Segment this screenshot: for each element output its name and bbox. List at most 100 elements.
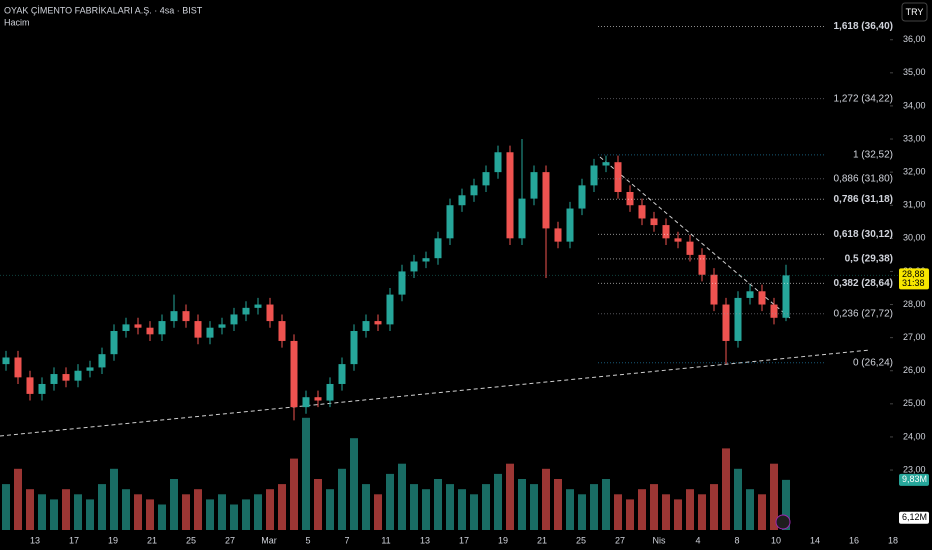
candle-body [266, 304, 274, 322]
candle-body [170, 311, 178, 322]
volume-bar [782, 479, 790, 530]
volume-bar [542, 468, 550, 530]
candle-body [422, 258, 430, 262]
volume-ma-badge [899, 511, 929, 524]
volume-bar [374, 494, 382, 530]
volume-bar [26, 489, 34, 530]
volume-bar [734, 468, 742, 530]
fib-level-label: 0,5 (29,38) [845, 253, 893, 264]
volume-bar [482, 484, 490, 530]
x-tick-label: 17 [459, 535, 469, 545]
volume-ma-label: 6,12M [902, 512, 927, 522]
volume-bar [254, 494, 262, 530]
candle-body [482, 172, 490, 186]
candle-body [434, 238, 442, 259]
candle-body [134, 324, 142, 328]
volume-bar [290, 458, 298, 530]
volume-bar [710, 484, 718, 530]
volume-bar [38, 494, 46, 530]
volume-bar [134, 494, 142, 530]
volume-bar [122, 489, 130, 530]
volume-bar [422, 489, 430, 530]
y-tick-label: 23,00 [903, 464, 926, 474]
last-price-label: 28,88 [902, 269, 925, 279]
volume-indicator-label: Hacim [4, 17, 30, 27]
last-price-badge [899, 268, 929, 290]
x-tick-label: 4 [695, 535, 700, 545]
x-tick-label: 18 [888, 535, 898, 545]
y-tick-label: 31,00 [903, 200, 926, 210]
volume-bar [674, 499, 682, 530]
x-tick-label: 13 [420, 535, 430, 545]
y-tick-label: 36,00 [903, 34, 926, 44]
fib-level-label: 0,382 (28,64) [834, 278, 894, 289]
candle-body [386, 294, 394, 325]
candle-body [398, 271, 406, 295]
candle-body [662, 225, 670, 239]
volume-bar [266, 489, 274, 530]
candle-body [518, 198, 526, 239]
volume-bar [410, 484, 418, 530]
y-tick-label: 32,00 [903, 167, 926, 177]
candle-body [338, 364, 346, 384]
volume-bar [650, 484, 658, 530]
candle-body [302, 397, 310, 408]
candle-body [218, 324, 226, 328]
candle-body [494, 152, 502, 173]
y-tick-label: 24,00 [903, 431, 926, 441]
volume-bar [206, 499, 214, 530]
volume-bar [518, 479, 526, 530]
countdown-label: 31:38 [902, 278, 925, 288]
candle-body [182, 311, 190, 322]
x-tick-label: 21 [147, 535, 157, 545]
volume-bar [398, 463, 406, 530]
candle-body [350, 331, 358, 365]
candle-body [74, 370, 82, 381]
volume-bar [314, 479, 322, 530]
volume-bar [506, 463, 514, 530]
volume-bar [698, 494, 706, 530]
volume-bar [302, 417, 310, 530]
y-tick-label: 28,00 [903, 299, 926, 309]
volume-bar [686, 489, 694, 530]
volume-bar [338, 468, 346, 530]
volume-bar [602, 479, 610, 530]
candle-body [254, 304, 262, 308]
candle-body [290, 340, 298, 408]
candle-body [230, 314, 238, 325]
volume-bar [446, 484, 454, 530]
currency-button[interactable] [901, 2, 928, 22]
candle-body [530, 172, 538, 199]
x-tick-label: 21 [537, 535, 547, 545]
candle-body [710, 274, 718, 305]
candle-body [782, 275, 790, 318]
candle-body [2, 357, 10, 365]
volume-bar [278, 484, 286, 530]
candle-body [446, 205, 454, 239]
candle-body [650, 218, 658, 226]
x-tick-label: 27 [225, 535, 235, 545]
candle-body [98, 354, 106, 368]
volume-bar [722, 448, 730, 530]
x-tick-label: 17 [69, 535, 79, 545]
candle-body [62, 374, 70, 381]
candle-body [542, 172, 550, 229]
x-tick-label: Nis [653, 535, 666, 545]
x-tick-label: 16 [849, 535, 859, 545]
fib-level-label: 1 (32,52) [853, 150, 893, 161]
alert-icon[interactable] [775, 514, 791, 530]
currency-button-label[interactable]: TRY [906, 7, 924, 17]
fib-level-label: 0,786 (31,18) [834, 194, 894, 205]
candle-body [770, 304, 778, 318]
volume-bar [194, 489, 202, 530]
x-tick-label: 5 [305, 535, 310, 545]
volume-bar [98, 484, 106, 530]
last-volume-label: 9,83M [902, 474, 927, 484]
candle-body [626, 191, 634, 206]
volume-bar [14, 468, 22, 530]
volume-bar [326, 489, 334, 530]
y-tick-label: 27,00 [903, 332, 926, 342]
candle-body [578, 185, 586, 209]
candle-body [686, 241, 694, 255]
volume-bar [746, 489, 754, 530]
